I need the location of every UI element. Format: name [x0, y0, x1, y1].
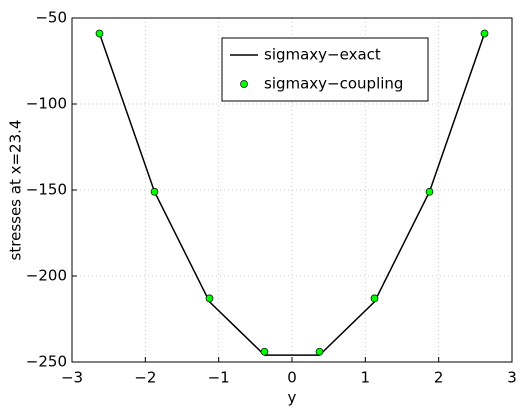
point	[95, 29, 104, 38]
legend-box	[221, 37, 429, 102]
x-tick-label: −2	[134, 369, 156, 387]
x-axis-label: y	[288, 389, 297, 407]
legend-label: sigmaxy−exact	[264, 46, 381, 64]
point	[205, 294, 214, 303]
legend-label: sigmaxy−coupling	[264, 75, 403, 93]
x-tick-label: −1	[208, 369, 230, 387]
x-tick-label: 1	[361, 369, 371, 387]
y-tick-label: −150	[26, 181, 67, 199]
plot-frame	[71, 17, 513, 363]
x-tick-label: 0	[287, 369, 297, 387]
point	[480, 29, 489, 38]
legend-swatch	[240, 80, 248, 88]
y-tick-label: −250	[26, 353, 67, 371]
y-tick-label: −50	[35, 9, 67, 27]
point	[150, 187, 159, 196]
x-tick-label: 2	[434, 369, 444, 387]
point	[260, 347, 269, 356]
y-tick-label: −100	[26, 95, 67, 113]
x-tick-label: −3	[61, 369, 83, 387]
point	[425, 187, 434, 196]
point	[370, 294, 379, 303]
y-axis-label: stresses at x=23.4	[7, 120, 25, 261]
y-tick-label: −200	[26, 267, 67, 285]
point	[315, 347, 324, 356]
x-tick-label: 3	[507, 369, 517, 387]
line	[98, 33, 486, 356]
